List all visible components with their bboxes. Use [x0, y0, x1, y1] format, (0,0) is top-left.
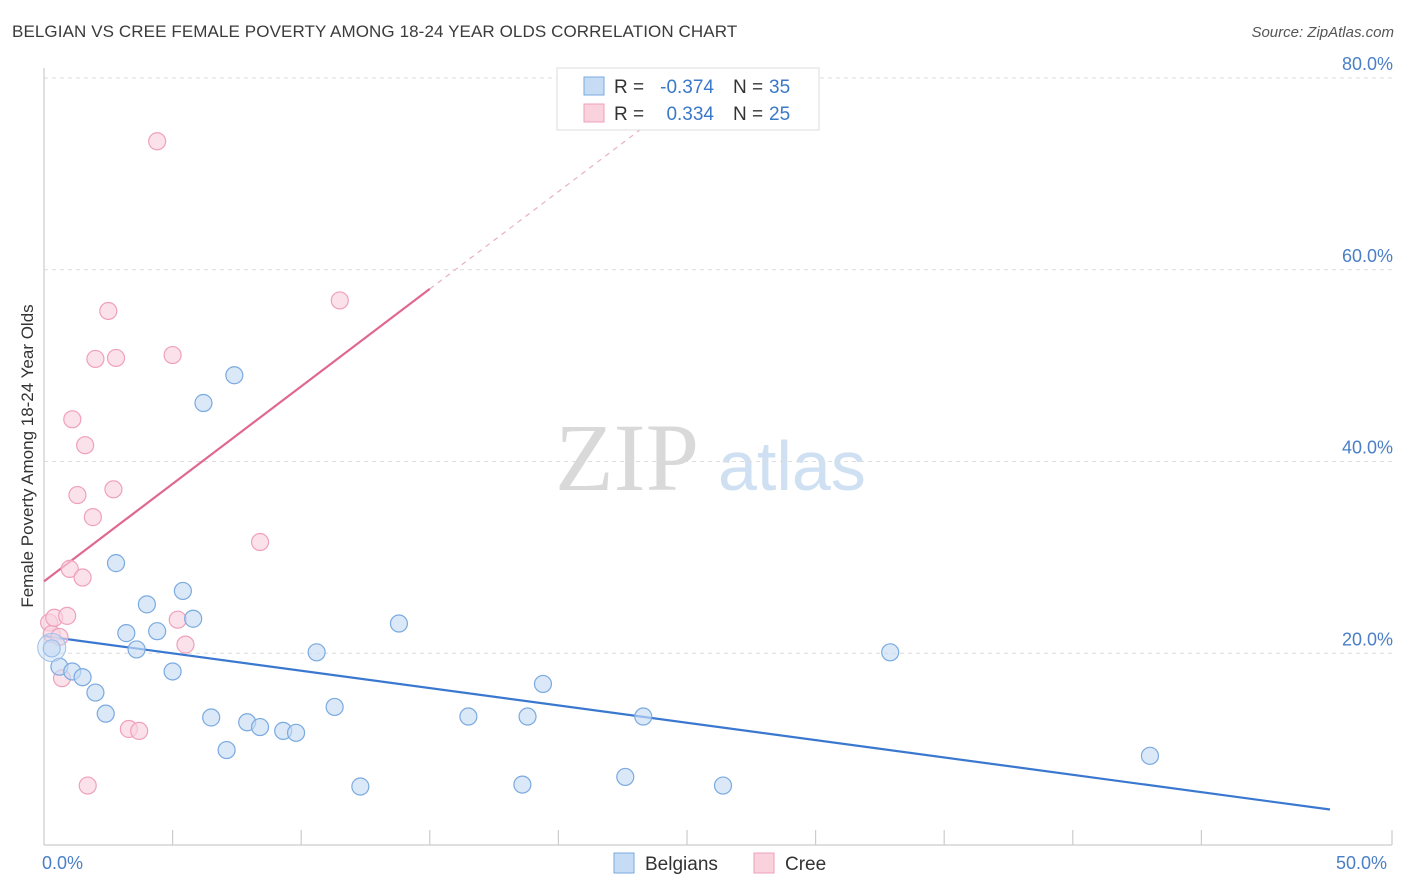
legend-n-value-2: 25: [769, 104, 790, 125]
chart-title: BELGIAN VS CREE FEMALE POVERTY AMONG 18-…: [12, 22, 738, 41]
watermark-zip: ZIP: [555, 404, 699, 511]
legend-n-label-2: N =: [733, 104, 763, 125]
point-belgians-14: [194, 393, 213, 413]
y-tick-label-60: 60.0%: [1342, 246, 1393, 266]
point-belgians-cluster: [37, 632, 67, 662]
x-tick-label-min: 0.0%: [42, 853, 83, 873]
point-belgians-17: [225, 366, 244, 385]
point-cree-12: [83, 508, 102, 527]
point-belgians-13: [184, 609, 203, 628]
legend-swatch-cree: [583, 103, 605, 123]
point-cree-6: [60, 559, 79, 578]
point-belgians-5: [96, 704, 115, 723]
bottom-legend-label-cree: Cree: [785, 854, 826, 875]
y-tick-label-80: 80.0%: [1342, 54, 1393, 74]
point-belgians-34: [1140, 746, 1160, 765]
data-points: [37, 132, 1160, 796]
bottom-legend-swatch-cree: [753, 852, 775, 874]
point-belgians-28: [518, 707, 537, 726]
y-tick-label-20: 20.0%: [1342, 629, 1393, 649]
point-belgians-25: [389, 614, 409, 633]
point-cree-15: [104, 480, 123, 499]
legend-r-label-2: R =: [614, 104, 644, 125]
point-belgians-33: [881, 643, 900, 662]
y-tick-labels: 20.0% 40.0% 60.0% 80.0%: [1342, 54, 1393, 649]
point-belgians-22: [307, 643, 326, 662]
x-tick-label-max: 50.0%: [1336, 853, 1387, 873]
point-cree-20: [163, 345, 182, 365]
point-cree-5: [58, 606, 77, 625]
point-belgians-10: [148, 622, 167, 641]
point-cree-14: [99, 301, 118, 321]
trend-line-belgians: [43, 634, 1331, 811]
point-cree-13: [86, 349, 105, 369]
point-cree-16: [106, 348, 126, 368]
trend-lines: [43, 93, 1331, 811]
point-belgians-32: [713, 776, 733, 795]
point-belgians-7: [117, 624, 136, 643]
legend-n-label-1: N =: [733, 77, 763, 98]
point-belgians-23: [325, 697, 344, 717]
legend-n-value-1: 35: [769, 77, 790, 98]
point-cree-21: [168, 610, 187, 629]
x-ticks: [172, 830, 1393, 845]
point-belgians-6: [106, 554, 126, 573]
point-belgians-31: [634, 707, 653, 726]
watermark-atlas: atlas: [718, 427, 866, 505]
chart-source: Source: ZipAtlas.com: [1251, 24, 1394, 41]
point-belgians-30: [616, 767, 635, 787]
bottom-legend-swatch-belgians: [613, 852, 635, 874]
point-cree-11: [78, 776, 97, 795]
legend-r-value-2: 0.334: [666, 104, 714, 125]
grid-lines: [44, 77, 1392, 654]
point-cree-24: [330, 291, 349, 310]
point-belgians-9: [137, 595, 156, 614]
point-cree-18: [130, 721, 149, 741]
point-belgians-4: [86, 683, 105, 702]
trend-line-extension-cree: [429, 93, 688, 290]
legend-swatch-belgians: [583, 76, 605, 96]
point-belgians-3: [73, 668, 92, 687]
point-belgians-12: [173, 581, 192, 601]
point-belgians-11: [163, 662, 182, 681]
bottom-legend-label-belgians: Belgians: [645, 854, 718, 875]
series-legend: Belgians Cree: [613, 852, 826, 875]
point-cree-19: [148, 132, 167, 151]
stats-legend: R = -0.374 N = 35 R = 0.334 N = 25: [556, 67, 820, 131]
point-belgians-27: [513, 775, 532, 794]
trend-line-cree: [43, 288, 431, 583]
point-cree-8: [68, 485, 87, 505]
point-cree-23: [250, 532, 270, 552]
point-belgians-15: [202, 708, 221, 727]
point-belgians-16: [217, 740, 236, 760]
point-belgians-24: [351, 777, 370, 796]
point-cree-9: [73, 568, 92, 587]
point-belgians-19: [250, 717, 270, 737]
point-belgians-8: [127, 640, 146, 659]
y-axis-title: Female Poverty Among 18-24 Year Olds: [18, 304, 37, 607]
legend-r-value-1: -0.374: [660, 77, 714, 98]
point-belgians-26: [459, 707, 478, 726]
legend-r-label-1: R =: [614, 77, 644, 98]
point-belgians-0: [42, 639, 61, 658]
point-cree-7: [63, 410, 82, 429]
point-cree-10: [76, 436, 95, 455]
point-cree-22: [176, 635, 195, 654]
y-tick-label-40: 40.0%: [1342, 438, 1393, 458]
point-belgians-29: [533, 674, 553, 694]
point-belgians-21: [286, 723, 306, 742]
